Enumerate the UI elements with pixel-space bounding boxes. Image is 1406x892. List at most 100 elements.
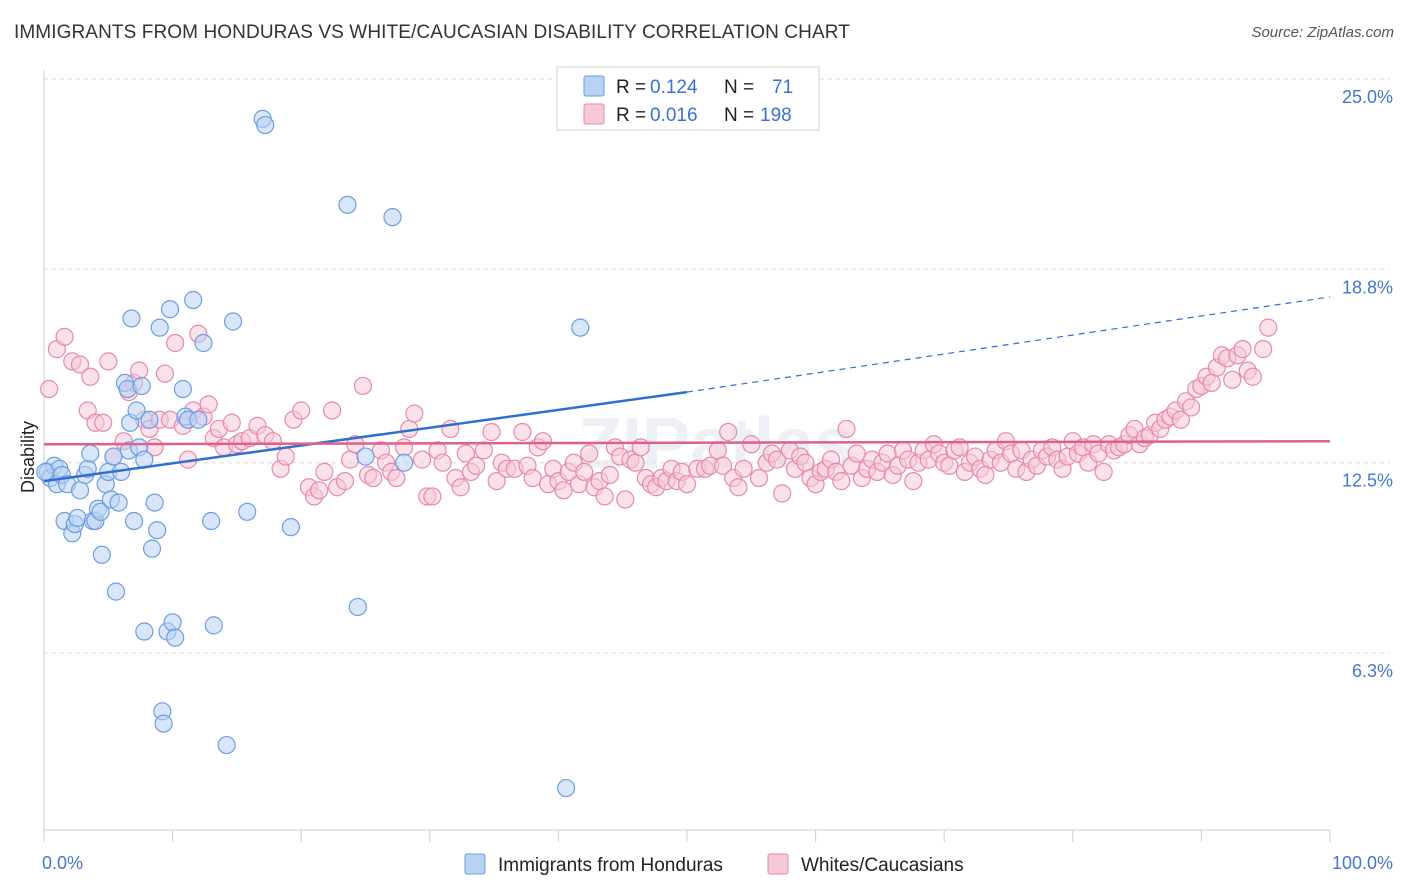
honduras-point-62 — [281, 518, 301, 537]
honduras-point-54 — [194, 333, 213, 353]
whites-point-82 — [533, 432, 553, 451]
whites-point-119 — [734, 459, 753, 478]
whites-point-58 — [394, 438, 414, 457]
whites-point-9 — [99, 352, 118, 371]
whites-point-150 — [904, 472, 923, 491]
whites-point-120 — [742, 435, 761, 454]
honduras-point-46 — [160, 300, 180, 319]
whites-point-91 — [580, 444, 599, 463]
whites-point-202 — [1171, 410, 1190, 429]
honduras-point-33 — [127, 401, 146, 420]
honduras-point-57 — [217, 735, 236, 755]
honduras-point-10 — [68, 508, 87, 528]
whites-point-115 — [713, 456, 733, 475]
bottom-legend-swatch-whites — [767, 853, 789, 875]
trend-lines — [43, 296, 1331, 483]
whites-point-49 — [340, 450, 360, 469]
y-tick-label-1: 18.8% — [1342, 277, 1393, 297]
honduras-point-39 — [142, 539, 162, 558]
whites-point-124 — [767, 450, 787, 469]
axes — [43, 70, 1331, 842]
whites-point-100 — [626, 453, 645, 472]
whites-point-116 — [719, 422, 738, 442]
honduras-point-36 — [135, 622, 154, 641]
whites-point-48 — [335, 472, 355, 491]
whites-point-125 — [773, 484, 792, 503]
honduras-point-64 — [348, 597, 367, 617]
legend-n-label-1: N = — [724, 105, 754, 126]
whites-point-19 — [155, 364, 174, 383]
whites-point-216 — [1243, 367, 1262, 386]
honduras-point-58 — [223, 312, 243, 331]
whites-point-27 — [199, 395, 218, 414]
whites-point-204 — [1182, 398, 1201, 417]
whites-point-212 — [1223, 370, 1242, 389]
whites-point-157 — [940, 456, 959, 475]
honduras-point-69 — [571, 318, 590, 337]
whites-point-80 — [523, 468, 542, 488]
honduras-point-67 — [394, 453, 414, 472]
legend-r-label-0: R = — [616, 77, 646, 98]
honduras-point-40 — [145, 493, 164, 512]
honduras-point-35 — [132, 376, 151, 396]
honduras-point-24 — [106, 582, 126, 601]
whites-point-2 — [55, 327, 74, 346]
whites-point-57 — [387, 468, 406, 488]
whites-point-121 — [749, 468, 769, 488]
y-tick-label-2: 12.5% — [1342, 471, 1393, 491]
whites-point-136 — [832, 472, 851, 491]
honduras-point-68 — [557, 778, 576, 798]
chart-source: Source: ZipAtlas.com — [1251, 24, 1394, 41]
whites-point-78 — [513, 422, 532, 442]
honduras-point-59 — [238, 502, 257, 521]
whites-point-118 — [729, 478, 748, 497]
bottom-legend: Immigrants from Honduras Whites/Caucasia… — [464, 853, 964, 876]
honduras-point-32 — [124, 511, 144, 531]
grid-lines — [44, 78, 1390, 654]
honduras-point-11 — [70, 481, 90, 500]
whites-point-53 — [364, 468, 383, 488]
honduras-point-19 — [92, 545, 111, 564]
whites-point-98 — [616, 490, 635, 509]
series-honduras-points — [36, 109, 590, 798]
whites-point-45 — [315, 462, 334, 481]
whites-point-68 — [451, 478, 470, 497]
trend-line-honduras-extension — [686, 296, 1331, 393]
whites-point-8 — [94, 413, 113, 432]
honduras-point-42 — [150, 318, 169, 337]
trend-line-whites — [43, 439, 1331, 446]
whites-point-86 — [554, 481, 573, 500]
legend-n-value-1: 198 — [760, 105, 792, 126]
honduras-point-61 — [256, 115, 275, 135]
legend-swatch-whites — [583, 103, 605, 125]
honduras-point-48 — [166, 628, 185, 647]
whites-point-187 — [1094, 462, 1113, 481]
honduras-point-25 — [109, 493, 128, 512]
trend-line-honduras — [43, 390, 688, 483]
whites-point-63 — [423, 487, 442, 506]
whites-point-95 — [600, 465, 619, 485]
whites-point-71 — [466, 456, 486, 475]
honduras-point-18 — [91, 502, 110, 521]
whites-point-51 — [353, 376, 373, 396]
whites-point-74 — [487, 472, 506, 491]
whites-point-218 — [1259, 318, 1278, 337]
honduras-point-31 — [122, 309, 141, 328]
whites-point-69 — [456, 444, 475, 463]
honduras-point-70 — [36, 462, 55, 481]
legend-r-label-1: R = — [616, 105, 646, 126]
honduras-point-41 — [148, 521, 167, 540]
bottom-legend-label-honduras: Immigrants from Honduras — [498, 855, 723, 876]
whites-point-90 — [575, 462, 594, 481]
whites-point-60 — [405, 404, 424, 423]
legend-r-value-1: 0.016 — [650, 105, 698, 126]
whites-point-31 — [222, 413, 241, 432]
honduras-point-47 — [163, 613, 182, 632]
whites-point-137 — [837, 419, 856, 439]
whites-point-164 — [976, 465, 995, 485]
whites-point-72 — [474, 441, 493, 460]
x-tick-label-1: 100.0% — [1332, 853, 1393, 873]
honduras-point-14 — [81, 444, 100, 463]
x-tick-label-0: 0.0% — [42, 853, 83, 873]
honduras-point-55 — [202, 511, 221, 531]
